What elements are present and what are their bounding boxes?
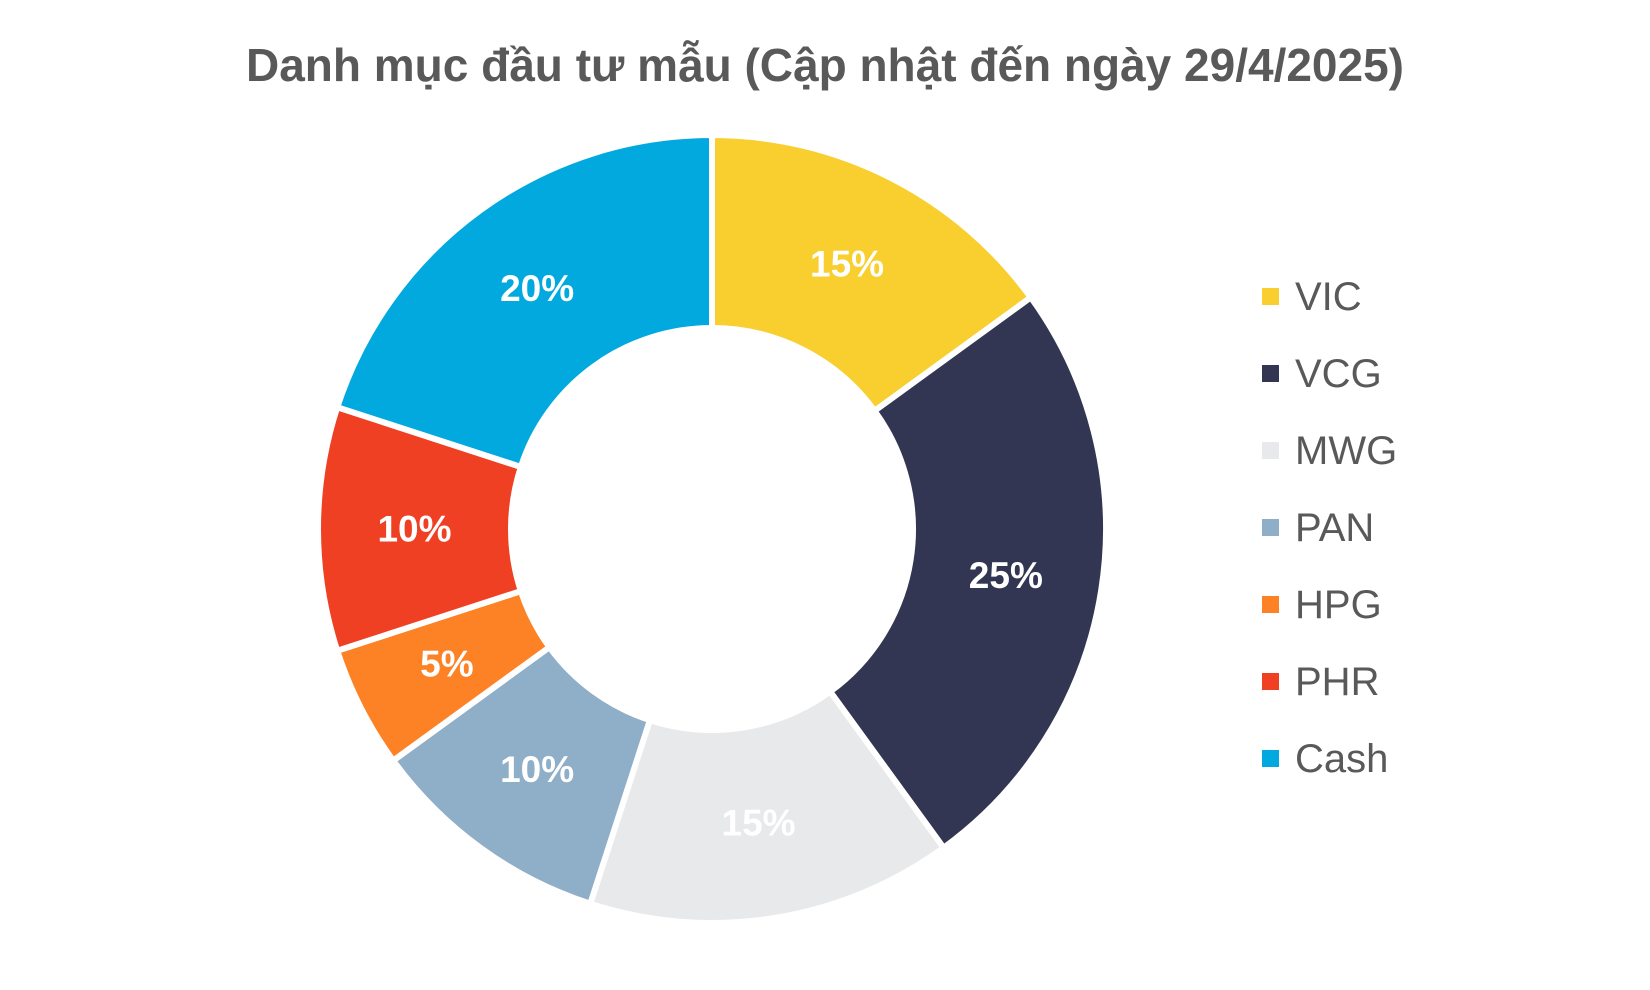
legend-label: Cash	[1295, 736, 1389, 781]
legend-label: PHR	[1295, 659, 1380, 704]
legend-item-vcg: VCG	[1262, 335, 1397, 412]
slice-vic	[709, 131, 1035, 416]
legend-swatch	[1262, 673, 1279, 690]
data-label-vic: 15%	[810, 243, 884, 284]
legend-item-cash: Cash	[1262, 720, 1397, 797]
data-label-pan: 10%	[500, 749, 574, 790]
data-label-vcg: 25%	[969, 555, 1043, 596]
legend-swatch	[1262, 365, 1279, 382]
slice-cash	[333, 131, 715, 471]
slice-mwg	[586, 687, 948, 926]
legend-label: HPG	[1295, 582, 1382, 627]
legend-item-phr: PHR	[1262, 643, 1397, 720]
legend-label: PAN	[1295, 505, 1375, 550]
data-label-mwg: 15%	[722, 802, 796, 843]
legend-label: VIC	[1295, 274, 1362, 319]
data-label-phr: 10%	[377, 509, 451, 550]
legend-label: MWG	[1295, 428, 1398, 473]
legend-item-pan: PAN	[1262, 489, 1397, 566]
legend-item-mwg: MWG	[1262, 412, 1397, 489]
legend-item-hpg: HPG	[1262, 566, 1397, 643]
chart-legend: VIC VCG MWG PAN HPG PHR Cash	[1262, 258, 1397, 797]
chart-title: Danh mục đầu tư mẫu (Cập nhật đến ngày 2…	[245, 39, 1405, 91]
legend-swatch	[1262, 596, 1279, 613]
legend-item-vic: VIC	[1262, 258, 1397, 335]
data-label-hpg: 5%	[420, 644, 473, 685]
legend-swatch	[1262, 288, 1279, 305]
data-label-cash: 20%	[500, 268, 574, 309]
legend-swatch	[1262, 750, 1279, 767]
legend-swatch	[1262, 519, 1279, 536]
legend-swatch	[1262, 442, 1279, 459]
legend-label: VCG	[1295, 351, 1382, 396]
slice-vcg	[825, 293, 1109, 852]
